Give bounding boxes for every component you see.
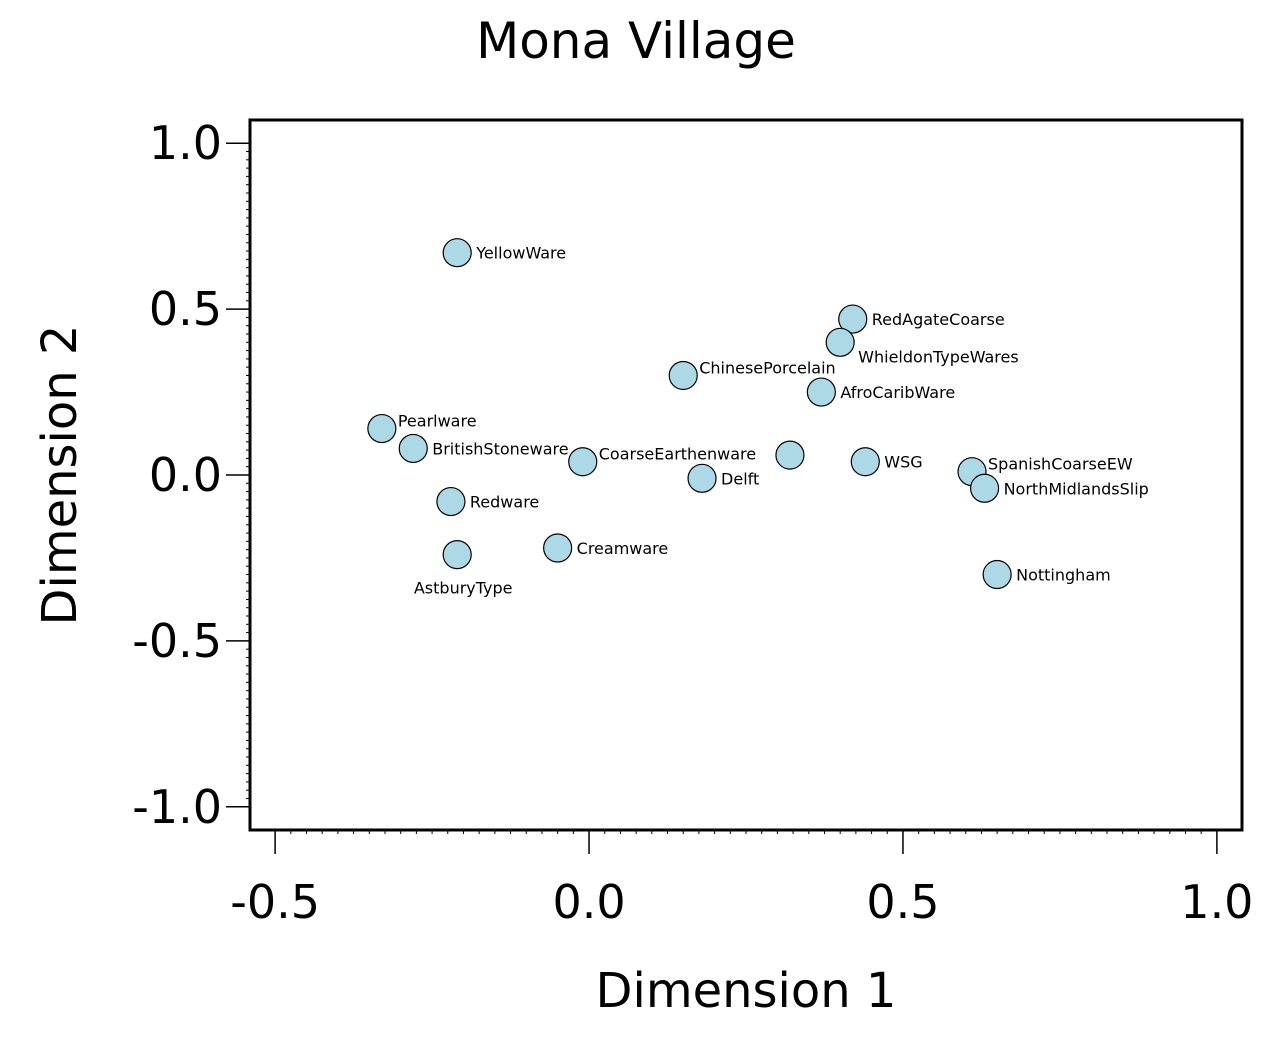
point-label: WSG <box>884 453 922 472</box>
data-point <box>442 238 472 268</box>
y-tick-label: 1.0 <box>149 116 222 170</box>
point-label: AfroCaribWare <box>840 383 955 402</box>
point-label: Redware <box>470 493 539 512</box>
point-label: AstburyType <box>414 579 513 598</box>
data-point <box>825 327 855 357</box>
point-label: RedAgateCoarse <box>872 310 1005 329</box>
point-label: NorthMidlandsSlip <box>1004 479 1149 498</box>
data-point <box>775 440 805 470</box>
data-point <box>568 447 598 477</box>
data-point <box>442 540 472 570</box>
x-tick-label: 1.0 <box>1180 875 1253 929</box>
data-point <box>687 463 717 493</box>
data-point <box>850 447 880 477</box>
data-point <box>543 533 573 563</box>
data-point <box>838 304 868 334</box>
chart-title: Mona Village <box>476 12 796 70</box>
x-axis-title: Dimension 1 <box>596 963 897 1019</box>
data-point <box>398 433 428 464</box>
point-label: WhieldonTypeWares <box>858 347 1019 366</box>
data-point <box>668 360 698 391</box>
point-label: YellowWare <box>475 244 566 263</box>
data-point <box>436 486 466 517</box>
point-label: SpanishCoarseEW <box>988 455 1133 474</box>
x-tick-label: 0.0 <box>552 875 625 929</box>
point-label: Nottingham <box>1016 566 1111 585</box>
x-tick-label: 0.5 <box>866 875 939 929</box>
point-labels: YellowWare RedAgateCoarse WhieldonTypeWare… <box>398 244 1149 598</box>
x-tick-label: -0.5 <box>230 875 320 929</box>
y-tick-label: 0.5 <box>149 282 222 336</box>
point-label: Delft <box>721 469 759 488</box>
point-label: CoarseEarthenware <box>599 445 756 464</box>
point-label: Creamware <box>577 539 669 558</box>
y-tick-label: 0.0 <box>149 448 222 502</box>
point-label: Pearlware <box>398 412 477 431</box>
point-label: ChinesePorcelain <box>699 358 836 377</box>
x-axis: -0.5 0.0 0.5 1.0 <box>230 830 1253 929</box>
data-points <box>367 238 1012 590</box>
y-axis-title: Dimension 2 <box>32 325 88 626</box>
y-axis: -1.0 -0.5 0.0 0.5 1.0 <box>132 116 250 834</box>
data-point <box>969 473 1000 503</box>
point-label: BritishStoneware <box>432 439 568 458</box>
data-point <box>982 559 1012 590</box>
data-point <box>806 377 836 407</box>
y-tick-label: -1.0 <box>132 780 222 834</box>
y-tick-label: -0.5 <box>132 614 222 668</box>
data-point <box>367 413 397 444</box>
